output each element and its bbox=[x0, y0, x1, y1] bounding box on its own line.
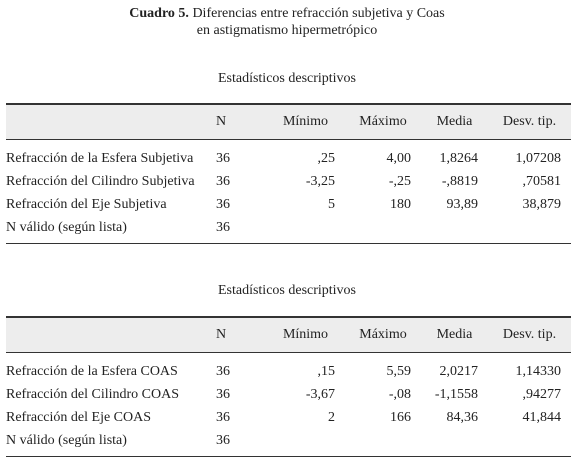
table-row: Refracción del Eje Subjetiva 36 5 180 93,89 3… bbox=[6, 193, 571, 216]
cell-desv-tip bbox=[488, 216, 571, 244]
cell-n: 36 bbox=[216, 386, 230, 402]
row-label: Refracción del Cilindro COAS bbox=[6, 386, 180, 402]
header-maximo: Máximo bbox=[345, 103, 421, 140]
table-row: N válido (según lista) 36 bbox=[6, 429, 571, 457]
stats-table-coas: N Mínimo Máximo Media Desv. tip. Refracción … bbox=[6, 316, 571, 457]
header-desv-tip: Desv. tip. bbox=[488, 103, 571, 140]
cell-desv-tip: 38,879 bbox=[522, 196, 562, 212]
table-row: Refracción de la Esfera Subjetiva 36 ,25 4,… bbox=[6, 140, 571, 171]
header-blank bbox=[6, 316, 214, 353]
header-minimo: Mínimo bbox=[266, 316, 345, 353]
cell-desv-tip bbox=[488, 429, 571, 457]
cell-minimo: 2 bbox=[328, 409, 335, 425]
table-row: N válido (según lista) 36 bbox=[6, 216, 571, 244]
cell-desv-tip: ,94277 bbox=[522, 386, 562, 402]
cell-desv-tip: 1,14330 bbox=[515, 363, 562, 379]
caption-title-line2: en astigmatismo hipermetrópico bbox=[196, 23, 378, 38]
table-header-row: N Mínimo Máximo Media Desv. tip. bbox=[6, 103, 571, 140]
cell-media: 2,0217 bbox=[439, 363, 479, 379]
cell-desv-tip: ,70581 bbox=[522, 173, 562, 189]
cell-n: 36 bbox=[214, 429, 266, 457]
header-n: N bbox=[214, 316, 266, 353]
header-blank bbox=[6, 103, 214, 140]
cell-minimo bbox=[266, 429, 345, 457]
header-n: N bbox=[214, 103, 266, 140]
header-media: Media bbox=[421, 103, 488, 140]
row-label: Refracción de la Esfera Subjetiva bbox=[6, 150, 194, 166]
cell-minimo bbox=[266, 216, 345, 244]
table-caption: Cuadro 5. Diferencias entre refracción s… bbox=[0, 5, 574, 39]
row-label: N válido (según lista) bbox=[6, 216, 214, 244]
cell-media: -,8819 bbox=[441, 173, 478, 189]
cell-n: 36 bbox=[214, 216, 266, 244]
row-label: Refracción de la Esfera COAS bbox=[6, 363, 178, 379]
cell-maximo: 180 bbox=[390, 196, 411, 212]
row-label: N válido (según lista) bbox=[6, 429, 214, 457]
cell-desv-tip: 1,07208 bbox=[515, 150, 562, 166]
caption-title-line1: Diferencias entre refracción subjetiva y… bbox=[192, 6, 445, 21]
row-label: Refracción del Eje COAS bbox=[6, 409, 152, 425]
caption-label: Cuadro 5. bbox=[129, 6, 189, 21]
table-row: Refracción de la Esfera COAS 36 ,15 5,59 2,0… bbox=[6, 353, 571, 384]
cell-maximo: 5,59 bbox=[386, 363, 412, 379]
cell-n: 36 bbox=[216, 363, 230, 379]
cell-minimo: ,15 bbox=[317, 363, 336, 379]
cell-minimo: 5 bbox=[328, 196, 335, 212]
cell-media bbox=[421, 429, 488, 457]
cell-n: 36 bbox=[216, 196, 230, 212]
cell-maximo: 4,00 bbox=[386, 150, 412, 166]
table-row: Refracción del Cilindro Subjetiva 36 -3,25… bbox=[6, 170, 571, 193]
header-maximo: Máximo bbox=[345, 316, 421, 353]
cell-media: 93,89 bbox=[446, 196, 479, 212]
cell-maximo: -,08 bbox=[388, 386, 411, 402]
cell-maximo: -,25 bbox=[388, 173, 411, 189]
cell-media bbox=[421, 216, 488, 244]
row-label: Refracción del Eje Subjetiva bbox=[6, 196, 167, 212]
cell-maximo: 166 bbox=[390, 409, 411, 425]
table-title-subjective: Estadísticos descriptivos bbox=[217, 71, 357, 86]
table-row: Refracción del Eje COAS 36 2 166 84,36 41,844 bbox=[6, 406, 571, 429]
cell-n: 36 bbox=[216, 409, 230, 425]
cell-maximo bbox=[345, 429, 421, 457]
cell-media: 1,8264 bbox=[439, 150, 479, 166]
header-minimo: Mínimo bbox=[266, 103, 345, 140]
cell-media: -1,1558 bbox=[434, 386, 478, 402]
cell-maximo bbox=[345, 216, 421, 244]
header-desv-tip: Desv. tip. bbox=[488, 316, 571, 353]
cell-minimo: -3,25 bbox=[305, 173, 335, 189]
cell-minimo: -3,67 bbox=[305, 386, 335, 402]
stats-table-subjective: N Mínimo Máximo Media Desv. tip. Refracción … bbox=[6, 103, 571, 244]
table-header-row: N Mínimo Máximo Media Desv. tip. bbox=[6, 316, 571, 353]
cell-n: 36 bbox=[216, 173, 230, 189]
cell-media: 84,36 bbox=[446, 409, 479, 425]
table-row: Refracción del Cilindro COAS 36 -3,67 -,08 -… bbox=[6, 383, 571, 406]
table-title-coas: Estadísticos descriptivos bbox=[217, 283, 357, 298]
cell-n: 36 bbox=[216, 150, 230, 166]
header-media: Media bbox=[421, 316, 488, 353]
cell-desv-tip: 41,844 bbox=[522, 409, 562, 425]
cell-minimo: ,25 bbox=[317, 150, 336, 166]
row-label: Refracción del Cilindro Subjetiva bbox=[6, 173, 195, 189]
